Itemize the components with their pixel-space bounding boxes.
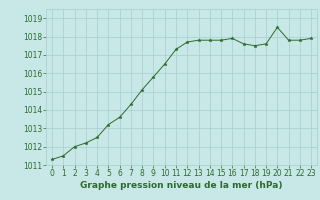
X-axis label: Graphe pression niveau de la mer (hPa): Graphe pression niveau de la mer (hPa) [80, 181, 283, 190]
